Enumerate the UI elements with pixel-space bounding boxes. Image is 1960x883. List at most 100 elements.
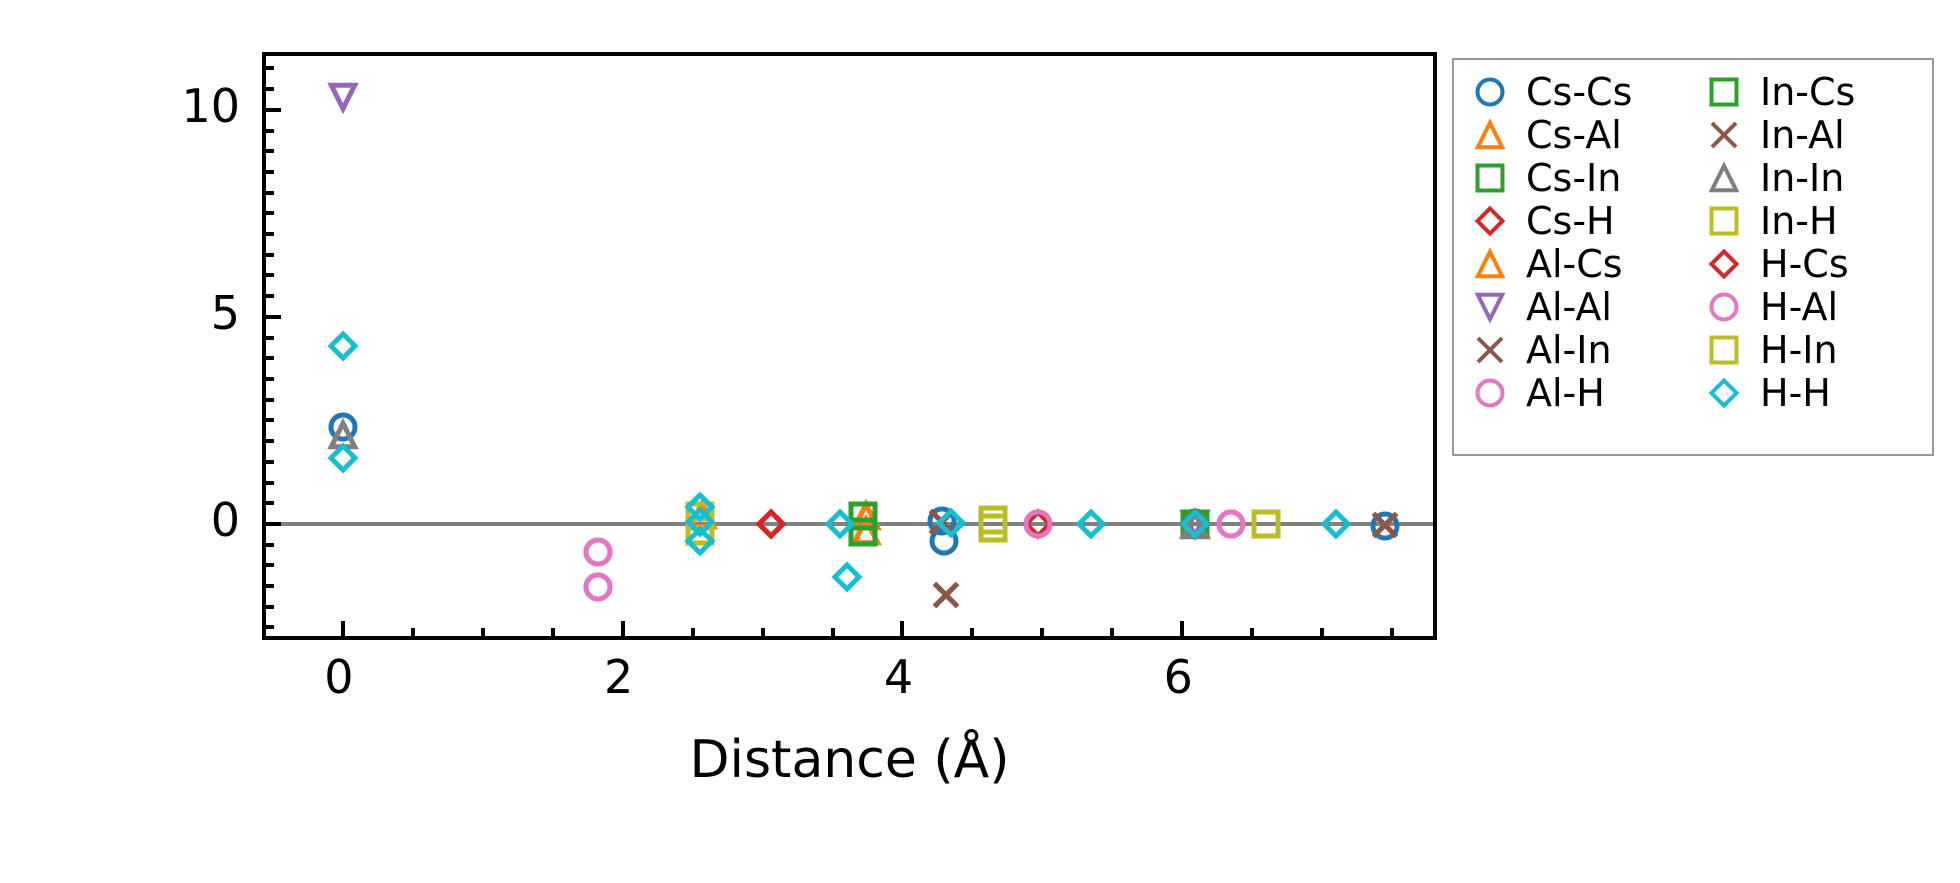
legend-label: Cs-Cs [1526,69,1633,114]
legend-item-h-al[interactable]: H-Al [1702,285,1918,328]
legend-marker-square-icon [1702,72,1746,112]
legend-marker-circle-icon [1468,72,1512,112]
y-axis-major-tick [265,521,281,526]
legend-label: H-Cs [1760,241,1849,286]
legend-label: Cs-In [1526,155,1622,200]
y-axis-minor-tick [265,356,274,361]
legend-label: In-H [1760,198,1838,243]
y-axis-major-tick [265,314,281,319]
data-point-diamond-icon [684,525,716,557]
x-axis-minor-tick [830,628,835,637]
legend-label: Al-H [1526,370,1605,415]
data-point-triangle-down-icon [327,82,359,115]
legend-marker-diamond-icon [1702,244,1746,284]
legend-item-h-cs[interactable]: H-Cs [1702,242,1918,285]
x-axis-title: Distance (Å) [689,730,1010,790]
legend-item-in-al[interactable]: In-Al [1702,113,1918,156]
legend-marker-triangle-up-icon [1468,115,1512,155]
y-axis-minor-tick [265,397,274,402]
y-axis-minor-tick [265,335,274,340]
y-axis-minor-tick [265,563,274,568]
legend-item-al-cs[interactable]: Al-Cs [1468,242,1684,285]
x-axis-minor-tick [760,628,765,637]
x-axis-tick-label: 4 [883,650,914,704]
legend-item-h-in[interactable]: H-In [1702,328,1918,371]
data-point-circle-icon [583,572,613,602]
data-point-circle-icon [1370,511,1400,541]
y-axis-minor-tick [265,252,274,257]
legend-grid: Cs-Cs In-Cs Cs-Al In-Al Cs-In In-In Cs-H In-H Al… [1468,70,1918,414]
legend-label: Cs-H [1526,198,1615,243]
x-axis-minor-tick [690,628,695,637]
data-point-square-icon [848,501,878,531]
data-point-square-icon [848,501,878,531]
y-axis-minor-tick [265,604,274,609]
legend-item-cs-in[interactable]: Cs-In [1468,156,1684,199]
data-point-square-icon [685,501,715,531]
data-point-square-icon [685,516,715,546]
legend-item-h-h[interactable]: H-H [1702,371,1918,414]
x-axis-tick-label: 2 [604,650,634,704]
legend-item-cs-h[interactable]: Cs-H [1468,199,1684,242]
x-axis-minor-tick [1390,628,1395,637]
data-point-diamond-icon [327,442,359,474]
plot-area [265,56,1433,637]
y-axis-minor-tick [265,66,274,71]
y-axis-minor-tick [265,625,274,630]
data-point-triangle-up-icon [850,498,882,531]
data-point-circle-icon [927,506,957,536]
x-axis-tick-label: 6 [1163,650,1193,704]
x-axis-major-tick [340,621,345,637]
legend-marker-x-icon [1468,330,1512,370]
legend-marker-square-icon [1468,158,1512,198]
legend-label: In-In [1760,155,1845,200]
legend-marker-triangle-down-icon [1468,287,1512,327]
y-axis-minor-tick [265,480,274,485]
data-point-triangle-up-icon [327,418,359,450]
y-axis-minor-tick [265,376,274,381]
data-point-square-icon [978,513,1008,543]
data-point-circle-icon [583,537,613,567]
legend-marker-square-icon [1702,201,1746,241]
y-axis-tick-label: 0 [210,492,240,547]
y-axis-tick-label: 10 [181,78,240,133]
legend-item-in-h[interactable]: In-H [1702,199,1918,242]
x-axis-major-tick [1180,621,1185,637]
legend-item-in-in[interactable]: In-In [1702,156,1918,199]
x-axis-minor-tick [1110,628,1115,637]
legend-label: Al-In [1526,327,1612,372]
data-point-x-icon [931,580,961,610]
legend-label: In-Al [1760,112,1845,157]
x-axis-minor-tick [480,628,485,637]
zero-reference-line [266,521,1433,526]
y-axis-minor-tick [265,190,274,195]
y-axis-minor-tick [265,418,274,423]
plot-frame [262,52,1437,640]
y-axis-minor-tick [265,128,274,133]
x-axis-minor-tick [550,628,555,637]
x-axis-tick-label: 0 [324,650,354,704]
y-axis-minor-tick [265,501,274,506]
y-axis-minor-tick [265,87,274,92]
data-point-square-icon [685,501,715,531]
data-point-triangle-up-icon [850,498,882,531]
data-point-square-icon [685,516,715,546]
legend-item-al-h[interactable]: Al-H [1468,371,1684,414]
data-point-x-icon [931,580,961,610]
legend-item-al-in[interactable]: Al-In [1468,328,1684,371]
legend-item-cs-al[interactable]: Cs-Al [1468,113,1684,156]
data-point-diamond-icon [684,491,716,523]
x-axis-major-tick [900,621,905,637]
data-point-circle-icon [583,572,613,602]
legend-marker-triangle-up-icon [1702,158,1746,198]
y-axis-minor-tick [265,169,274,174]
data-point-circle-icon [583,537,613,567]
data-point-diamond-icon [830,561,863,593]
legend-item-cs-cs[interactable]: Cs-Cs [1468,70,1684,113]
legend-label: H-In [1760,327,1838,372]
y-axis-minor-tick [265,273,274,278]
legend-label: In-Cs [1760,69,1856,114]
legend-item-al-al[interactable]: Al-Al [1468,285,1684,328]
legend-item-in-cs[interactable]: In-Cs [1702,70,1918,113]
